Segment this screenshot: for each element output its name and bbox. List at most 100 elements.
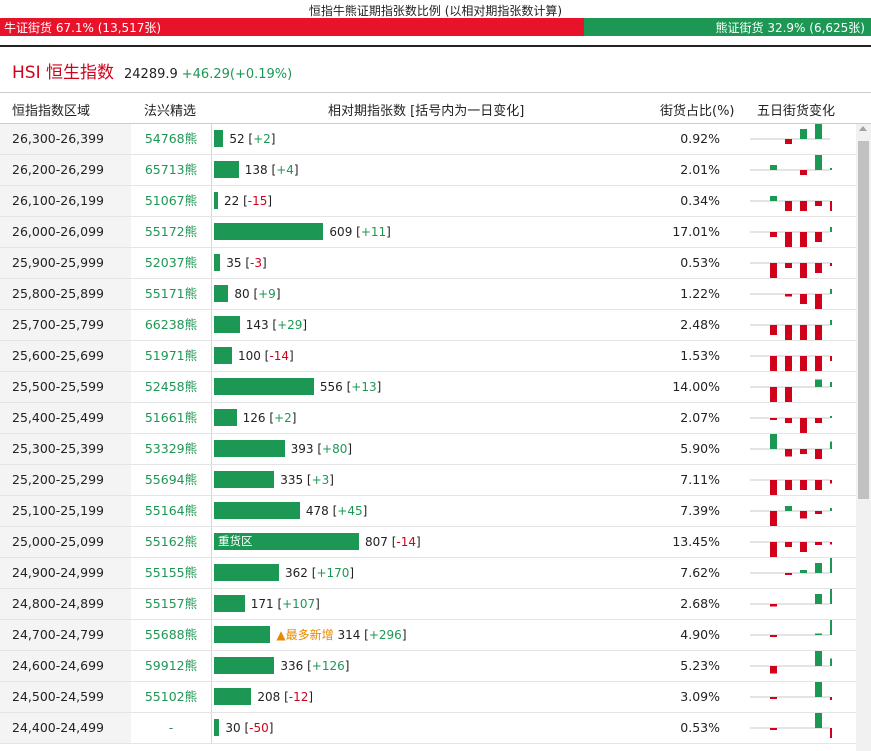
sparkline-bar — [815, 633, 822, 635]
five-day-sparkline — [748, 713, 837, 743]
pick-link[interactable]: 54768熊 — [144, 131, 198, 146]
percentage-cell: 2.68% — [680, 596, 720, 611]
contracts-bar — [214, 657, 275, 674]
daily-change: +13 — [351, 380, 377, 394]
daily-change: +170 — [316, 566, 350, 580]
daily-change: -12 — [288, 690, 309, 704]
percentage-cell: 2.01% — [680, 162, 720, 177]
range-cell: 25,500-25,599 — [0, 372, 131, 402]
daily-change: +296 — [368, 628, 402, 642]
five-day-sparkline — [748, 434, 837, 464]
index-change: +46.29(+0.19%) — [181, 67, 293, 82]
range-cell: 24,700-24,799 — [0, 620, 131, 650]
contracts-cell: 138 [+4] — [211, 155, 640, 185]
pick-link[interactable]: 55688熊 — [144, 627, 198, 642]
sparkline-bar — [815, 325, 822, 340]
contracts-bar — [214, 564, 280, 581]
pick-link[interactable]: 55102熊 — [144, 689, 198, 704]
daily-change: -14 — [269, 349, 289, 363]
daily-change: -15 — [247, 194, 268, 208]
sparkline-bar — [815, 682, 822, 697]
sparkline-bar — [830, 289, 837, 294]
pick-link[interactable]: 51661熊 — [144, 410, 198, 425]
pick-link[interactable]: 53329熊 — [144, 441, 198, 456]
five-day-sparkline — [748, 248, 837, 278]
five-day-sparkline — [748, 651, 837, 681]
contracts-bar — [214, 161, 239, 178]
daily-change: +2 — [274, 411, 292, 425]
percentage-cell: 7.39% — [680, 503, 720, 518]
contracts-bar — [214, 595, 245, 612]
sparkline-bar — [800, 511, 807, 519]
contracts-bar — [214, 316, 240, 333]
sparkline-bar — [770, 356, 777, 371]
sparkline-bar — [770, 604, 777, 607]
contracts-label: 22 [-15] — [224, 194, 273, 208]
percentage-cell: 7.62% — [680, 565, 720, 580]
pick-link[interactable]: 52458熊 — [144, 379, 198, 394]
sparkline-bar — [785, 418, 792, 423]
scrollbar-thumb[interactable] — [858, 141, 869, 499]
contracts-label: 336 [+126] — [280, 659, 350, 673]
range-cell: 26,200-26,299 — [0, 155, 131, 185]
contracts-cell: 171 [+107] — [211, 589, 640, 619]
pick-link[interactable]: 55694熊 — [144, 472, 198, 487]
range-cell: 24,900-24,999 — [0, 558, 131, 588]
range-cell: 25,600-25,699 — [0, 341, 131, 371]
contracts-cell: 22 [-15] — [211, 186, 640, 216]
sparkline-bar — [770, 196, 777, 201]
contracts-label: 362 [+170] — [285, 566, 355, 580]
contracts-cell: 重货区 807 [-14] — [211, 527, 640, 557]
table-row: 25,900-25,999 52037熊 35 [-3] 0.53% — [0, 248, 856, 279]
table-row: 24,400-24,499 - 30 [-50] 0.53% — [0, 713, 856, 744]
pick-link[interactable]: 55171熊 — [144, 286, 198, 301]
sparkline-bar — [830, 227, 837, 232]
pick-link[interactable]: 55164熊 — [144, 503, 198, 518]
five-day-sparkline — [748, 279, 837, 309]
sparkline-bar — [785, 263, 792, 268]
range-cell: 24,600-24,699 — [0, 651, 131, 681]
bull-segment: 牛证街货 67.1% (13,517张) — [0, 18, 585, 36]
sparkline-bar — [815, 418, 822, 423]
table-row: 25,100-25,199 55164熊 478 [+45] 7.39% — [0, 496, 856, 527]
sparkline-bar — [800, 418, 807, 433]
sparkline-bar — [800, 356, 807, 371]
contracts-cell: 126 [+2] — [211, 403, 640, 433]
daily-change: -3 — [250, 256, 263, 270]
pick-link[interactable]: 55172熊 — [144, 224, 198, 239]
index-name[interactable]: HSI 恒生指数 — [12, 63, 114, 83]
pick-link[interactable]: 66238熊 — [144, 317, 198, 332]
sparkline-bar — [800, 570, 807, 573]
contracts-bar: 重货区 — [214, 533, 359, 550]
pick-link[interactable]: 65713熊 — [144, 162, 198, 177]
table-row: 24,700-24,799 55688熊 ▲最多新增 314 [+296] 4.90% — [0, 620, 856, 651]
pick-link[interactable]: 52037熊 — [144, 255, 198, 270]
contracts-label: ▲最多新增 314 [+296] — [276, 628, 407, 642]
sparkline-bar — [800, 542, 807, 552]
vertical-scrollbar[interactable] — [856, 124, 871, 751]
pick-link[interactable]: 55155熊 — [144, 565, 198, 580]
sparkline-bar — [815, 594, 822, 604]
sparkline-bar — [815, 124, 822, 139]
pick-link[interactable]: 55157熊 — [144, 596, 198, 611]
daily-change: +9 — [258, 287, 276, 301]
percentage-cell: 7.11% — [680, 472, 720, 487]
data-table-body: 26,300-26,399 54768熊 52 [+2] 0.92% 26,200-26… — [0, 124, 856, 751]
pick-link[interactable]: 59912熊 — [144, 658, 198, 673]
pick-link[interactable]: 51971熊 — [144, 348, 198, 363]
pick-link[interactable]: 55162熊 — [144, 534, 198, 549]
sparkline-bar — [800, 449, 807, 454]
pick-link[interactable]: 51067熊 — [144, 193, 198, 208]
bear-segment: 熊证街货 32.9% (6,625张) — [584, 18, 871, 36]
table-row: 25,200-25,299 55694熊 335 [+3] 7.11% — [0, 465, 856, 496]
index-header: HSI 恒生指数 24289.9 +46.29(+0.19%) — [12, 58, 292, 83]
contracts-label: 100 [-14] — [237, 349, 294, 363]
contracts-bar — [214, 223, 324, 240]
range-cell: 24,400-24,499 — [0, 713, 131, 743]
contracts-cell: 208 [-12] — [211, 682, 640, 712]
sparkline-bar — [785, 201, 792, 211]
range-cell: 24,500-24,599 — [0, 682, 131, 712]
contracts-bar — [214, 192, 218, 209]
range-cell: 25,700-25,799 — [0, 310, 131, 340]
scroll-up-arrow-icon[interactable] — [859, 126, 867, 131]
